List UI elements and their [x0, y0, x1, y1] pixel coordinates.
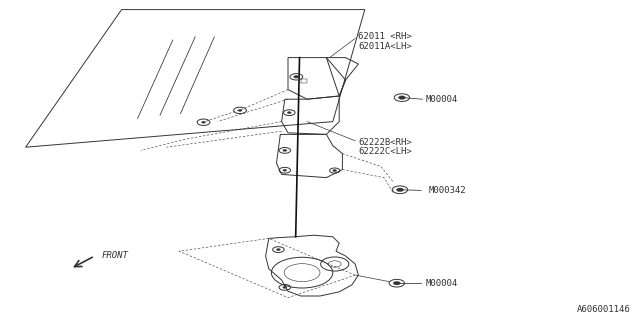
Text: A606001146: A606001146 — [577, 305, 630, 314]
Circle shape — [397, 188, 403, 191]
Circle shape — [333, 170, 337, 172]
Circle shape — [283, 286, 287, 288]
Text: 62011A<LH>: 62011A<LH> — [358, 42, 412, 51]
Circle shape — [202, 121, 205, 123]
Text: M00004: M00004 — [426, 95, 458, 104]
Circle shape — [394, 282, 400, 285]
Text: 62011 <RH>: 62011 <RH> — [358, 32, 412, 41]
Circle shape — [287, 112, 291, 114]
Text: 62222B<RH>: 62222B<RH> — [358, 138, 412, 147]
Circle shape — [283, 169, 287, 171]
Circle shape — [238, 109, 242, 111]
Circle shape — [399, 96, 405, 99]
Circle shape — [276, 249, 280, 251]
Circle shape — [283, 149, 287, 151]
Text: 62222C<LH>: 62222C<LH> — [358, 148, 412, 156]
Text: FRONT: FRONT — [101, 252, 128, 260]
Text: M000342: M000342 — [429, 186, 467, 195]
Text: M00004: M00004 — [426, 279, 458, 288]
Circle shape — [294, 76, 299, 78]
